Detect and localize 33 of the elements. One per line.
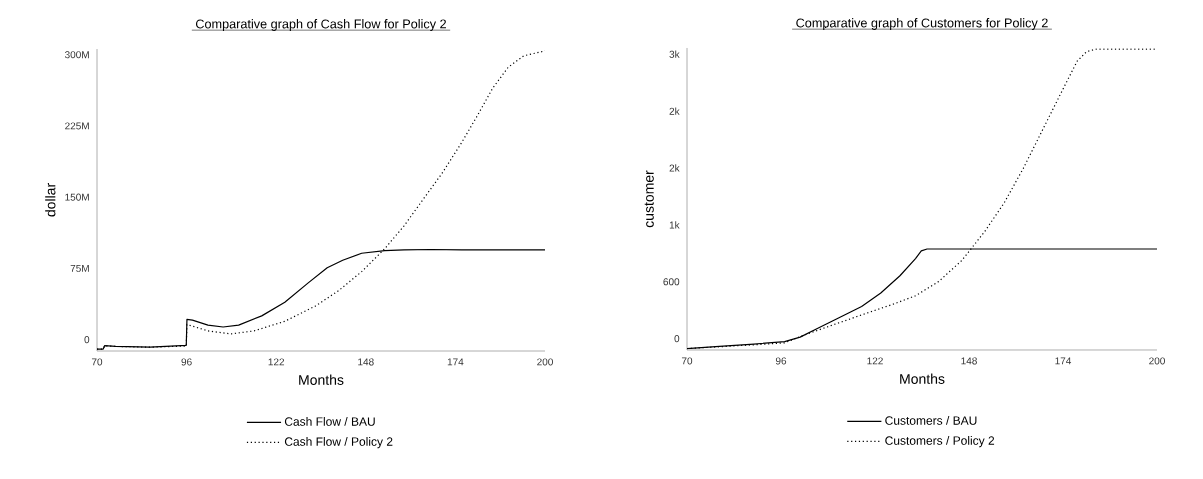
y-axis-title: customer	[644, 170, 654, 228]
y-axis-title: dollar	[45, 183, 56, 217]
y-tick-label: 0	[674, 335, 680, 343]
y-tick-label: 600	[663, 278, 680, 286]
x-tick-label: 148	[961, 357, 977, 365]
x-tick-label: 122	[268, 358, 285, 366]
y-tick-label: 2k	[669, 164, 680, 172]
legend-label: Cash Flow / BAU	[284, 417, 375, 426]
x-tick-label: 200	[537, 358, 553, 366]
y-tick-label: 75M	[70, 264, 89, 272]
x-tick-label: 122	[867, 357, 883, 365]
y-tick-label: 3k	[669, 50, 680, 58]
x-axis-title: Months	[299, 374, 344, 385]
x-tick-label: 174	[1055, 357, 1072, 365]
x-tick-label: 96	[775, 357, 787, 365]
legend-label: Customers / Policy 2	[885, 436, 995, 448]
legend-label: Customers / BAU	[885, 416, 977, 425]
y-tick-label: 1k	[669, 221, 680, 229]
x-tick-label: 174	[447, 358, 464, 366]
x-tick-label: 70	[91, 358, 103, 366]
y-tick-label: 2k	[669, 107, 680, 115]
y-tick-label: 150M	[65, 193, 89, 201]
chart-title: Comparative graph of Customers for Policy 2	[796, 18, 1048, 30]
x-tick-label: 200	[1149, 357, 1165, 365]
y-tick-label: 300M	[64, 51, 89, 59]
y-tick-label: 0	[84, 336, 90, 344]
x-tick-label: 70	[681, 357, 693, 365]
legend-label: Cash Flow / Policy 2	[284, 437, 393, 449]
chart-title: Comparative graph of Cash Flow for Policy 2	[195, 19, 446, 31]
x-tick-label: 96	[181, 358, 192, 366]
x-axis-title: Months	[900, 373, 945, 384]
y-tick-label: 225M	[65, 122, 89, 130]
x-tick-label: 148	[358, 358, 374, 366]
